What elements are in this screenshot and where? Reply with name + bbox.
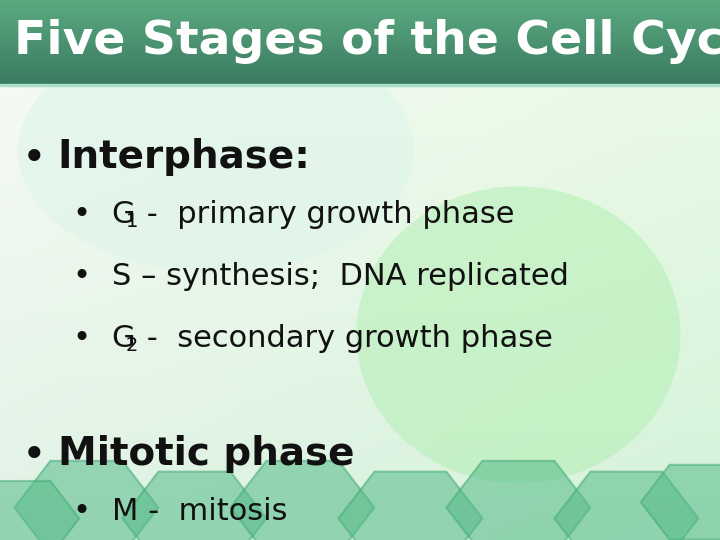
Text: •: • — [22, 435, 46, 477]
Bar — [0, 42, 720, 44]
Bar — [0, 31, 720, 33]
Text: Five Stages of the Cell Cycle: Five Stages of the Cell Cycle — [14, 19, 720, 64]
Text: -  secondary growth phase: - secondary growth phase — [137, 324, 553, 353]
Text: G: G — [112, 324, 135, 353]
Ellipse shape — [356, 186, 680, 483]
Bar — [0, 69, 720, 71]
Bar — [0, 48, 720, 50]
Polygon shape — [338, 471, 482, 540]
Bar — [0, 76, 720, 77]
Bar — [0, 84, 720, 86]
Polygon shape — [122, 471, 266, 540]
Bar — [0, 15, 720, 17]
Text: 2: 2 — [126, 336, 138, 355]
Polygon shape — [446, 461, 590, 540]
Bar — [0, 29, 720, 31]
Polygon shape — [0, 481, 79, 540]
Bar — [0, 77, 720, 79]
Bar — [0, 33, 720, 36]
Bar — [0, 57, 720, 59]
Polygon shape — [641, 465, 720, 539]
Text: •: • — [22, 138, 46, 180]
Text: •: • — [72, 200, 90, 229]
Bar — [0, 65, 720, 67]
Text: Mitotic phase: Mitotic phase — [58, 435, 354, 472]
Bar — [0, 67, 720, 69]
Ellipse shape — [18, 30, 414, 273]
Bar — [0, 0, 720, 2]
Text: •: • — [72, 262, 90, 291]
Bar — [0, 55, 720, 57]
Polygon shape — [14, 461, 158, 540]
Bar — [0, 21, 720, 23]
Bar — [0, 60, 720, 63]
Bar — [0, 2, 720, 4]
Bar — [0, 73, 720, 76]
Text: -  primary growth phase: - primary growth phase — [137, 200, 514, 229]
Text: 1: 1 — [126, 212, 138, 231]
Bar — [0, 6, 720, 8]
Bar — [0, 63, 720, 65]
Bar — [0, 19, 720, 21]
Bar — [0, 79, 720, 82]
Bar — [0, 17, 720, 19]
Bar — [0, 46, 720, 48]
Text: S – synthesis;  DNA replicated: S – synthesis; DNA replicated — [112, 262, 569, 291]
Polygon shape — [230, 461, 374, 540]
Bar — [0, 50, 720, 52]
Bar — [0, 8, 720, 10]
Bar — [0, 12, 720, 15]
Bar — [0, 59, 720, 60]
Bar — [0, 4, 720, 6]
Text: M -  mitosis: M - mitosis — [112, 497, 287, 526]
Bar — [0, 23, 720, 25]
Text: •: • — [72, 497, 90, 526]
Text: Interphase:: Interphase: — [58, 138, 310, 176]
Bar — [0, 25, 720, 27]
Bar — [0, 27, 720, 29]
Bar — [0, 36, 720, 38]
Polygon shape — [554, 471, 698, 540]
Bar — [0, 52, 720, 55]
Bar — [0, 44, 720, 46]
Bar — [0, 38, 720, 40]
Bar — [0, 10, 720, 12]
Bar — [0, 82, 720, 84]
Text: •: • — [72, 324, 90, 353]
Bar — [0, 40, 720, 42]
Bar — [0, 71, 720, 73]
Text: G: G — [112, 200, 135, 229]
